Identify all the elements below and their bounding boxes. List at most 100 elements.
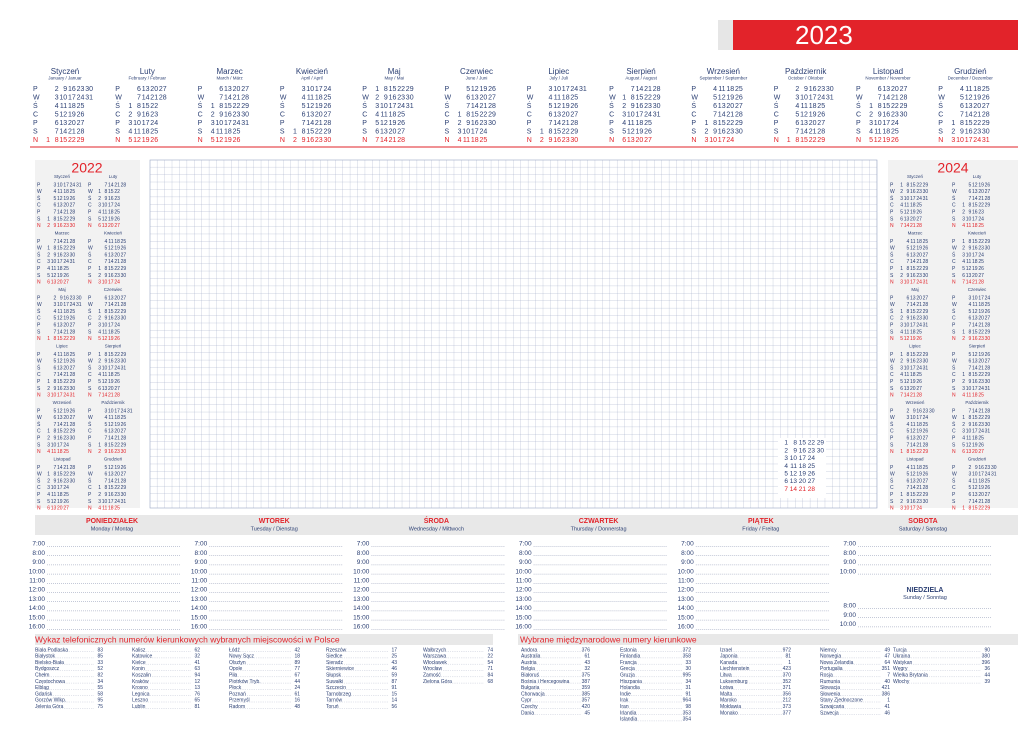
day-number: 12	[800, 111, 808, 118]
day-number: 28	[159, 94, 167, 101]
day-number: 16	[108, 273, 114, 279]
dial-code: 54	[487, 660, 493, 666]
day-number: 10	[904, 323, 910, 329]
day-number: 31	[85, 94, 93, 101]
day-number: 6	[900, 386, 903, 392]
day-number: 31	[70, 393, 76, 399]
day-number: 27	[77, 120, 85, 127]
dial-code: 76	[194, 691, 200, 697]
day-name: SOBOTA	[908, 518, 937, 525]
weekday-letter: W	[115, 94, 122, 101]
day-number: 26	[121, 246, 127, 252]
day-number: 5	[375, 120, 379, 127]
day-number: 26	[644, 128, 652, 135]
day-number: 8	[969, 506, 972, 512]
day-number: 29	[985, 239, 991, 245]
day-number: 25	[480, 137, 488, 144]
day-number: 3	[98, 280, 101, 286]
day-number: 9	[960, 128, 964, 135]
day-number: 12	[57, 408, 63, 414]
day-number: 17	[972, 216, 978, 222]
day-number: 18	[108, 329, 114, 335]
day-number: 22	[63, 216, 69, 222]
day-number: 25	[63, 266, 69, 272]
day-number: 24	[916, 323, 922, 329]
place-name: Białoruś	[521, 673, 540, 679]
day-number: 24	[324, 86, 332, 93]
day-number: 1	[458, 111, 462, 118]
day-number: 5	[969, 352, 972, 358]
weekday-letter: S	[890, 442, 894, 448]
day-number: 22	[973, 120, 981, 127]
day-number: 29	[923, 266, 929, 272]
day-subtitle: Wednesday / Mittwoch	[409, 526, 464, 532]
weekday-letter: P	[37, 210, 41, 216]
day-number: 11	[381, 111, 388, 118]
weekday-letter: S	[115, 128, 120, 135]
day-number: 12	[972, 182, 978, 188]
day-number: 5	[105, 422, 108, 428]
day-number: 14	[904, 393, 910, 399]
day-number: 26	[985, 309, 991, 315]
weekday-letter: P	[37, 239, 41, 245]
day-number: 18	[973, 86, 981, 93]
day-number: 15	[910, 492, 916, 498]
day-number: 14	[57, 465, 63, 471]
day-number: 21	[644, 86, 652, 93]
time-label: 10:00	[353, 568, 370, 575]
day-number: 30	[121, 359, 127, 365]
day-number: 6	[105, 472, 108, 478]
planner-header	[35, 515, 1018, 535]
weekday-letter: P	[952, 266, 956, 272]
day-number: 28	[916, 223, 922, 229]
day-number: 27	[985, 189, 991, 195]
day-number: 4	[869, 128, 873, 135]
place-name: Słowacja	[820, 685, 840, 691]
day-number: 11	[216, 128, 223, 135]
day-number: 17	[718, 137, 726, 144]
weekday-letter: P	[280, 120, 285, 127]
dial-code: 44	[984, 673, 990, 679]
weekday-letter: C	[527, 111, 532, 118]
day-number: 27	[121, 429, 127, 435]
day-number: 12	[57, 316, 63, 322]
day-number: 7	[962, 280, 965, 286]
weekday-letter: P	[37, 379, 41, 385]
day-number: 28	[121, 478, 127, 484]
dial-code: 212	[783, 698, 792, 704]
weekday-letter: S	[445, 128, 450, 135]
weekday-letter: C	[37, 372, 41, 378]
day-number: 18	[63, 352, 69, 358]
day-number: 17	[57, 442, 63, 448]
weekday-letter: W	[691, 94, 698, 101]
day-number: 5	[907, 429, 910, 435]
time-label: 14:00	[678, 605, 695, 612]
day-number: 16	[471, 120, 479, 127]
day-number: 1	[98, 442, 101, 448]
day-number: 30	[324, 137, 332, 144]
day-number: 28	[70, 422, 76, 428]
day-number: 18	[910, 203, 916, 209]
weekday-letter: N	[952, 223, 956, 229]
day-number: 5	[869, 137, 873, 144]
day-number: 15	[800, 137, 808, 144]
day-number: 21	[233, 94, 241, 101]
day-number: 24	[916, 365, 922, 371]
day-number: 12	[972, 352, 978, 358]
weekday-letter: C	[890, 316, 894, 322]
time-label: 13:00	[678, 596, 695, 603]
time-label: 8:00	[195, 550, 208, 557]
day-number: 26	[808, 471, 816, 478]
dial-code: 47	[884, 654, 890, 660]
day-number: 3	[47, 393, 50, 399]
day-number: 20	[916, 478, 922, 484]
day-number: 20	[562, 111, 570, 118]
weekday-letter: C	[115, 111, 120, 118]
mini-month-name: Sierpień	[969, 344, 986, 349]
day-number: 30	[121, 449, 127, 455]
weekday-letter: N	[952, 449, 956, 455]
day-number: 13	[910, 436, 916, 442]
day-number: 11	[102, 506, 107, 512]
day-number: 24	[114, 203, 120, 209]
day-number: 6	[878, 86, 882, 93]
